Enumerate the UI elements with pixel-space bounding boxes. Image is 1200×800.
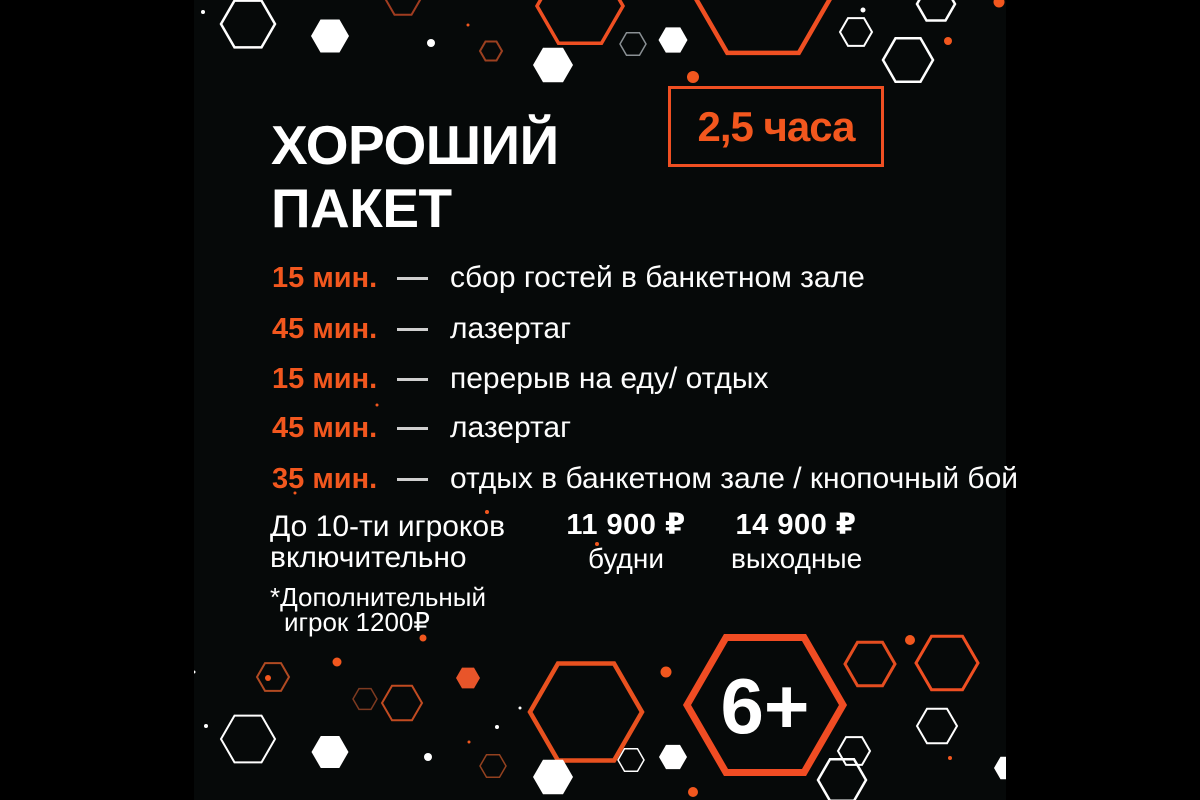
dot-icon [495, 725, 499, 729]
hexagon-outline-icon [480, 42, 502, 61]
price-weekend-label: выходные [731, 543, 863, 574]
hexagon-filled-icon [659, 27, 688, 52]
schedule-row: 15 мин. перерыв на еду/ отдых [272, 362, 769, 395]
hexagon-outline-icon [257, 663, 289, 691]
price-weekday: 11 900 ₽ будни [561, 510, 691, 573]
duration-badge: 2,5 часа [668, 86, 884, 167]
dash-divider [397, 426, 428, 430]
dash-divider [397, 327, 428, 331]
schedule-activity: перерыв на еду/ отдых [450, 362, 769, 395]
price-weekday-label: будни [588, 543, 664, 574]
dot-icon [294, 492, 297, 495]
hexagon-filled-icon [311, 20, 349, 53]
hexagon-outline-icon [917, 0, 955, 21]
hexagon-filled-icon [994, 757, 1020, 780]
dot-icon [467, 24, 470, 27]
dash-divider [397, 276, 428, 280]
schedule-activity: сбор гостей в банкетном зале [450, 261, 865, 294]
hexagon-filled-icon [533, 760, 573, 795]
dot-icon [485, 510, 489, 514]
dot-icon [420, 635, 427, 642]
dot-icon [424, 753, 432, 761]
hexagon-outline-icon [845, 642, 895, 685]
dot-icon [333, 658, 342, 667]
schedule-row: 35 мин. отдых в банкетном зале / кнопочн… [272, 462, 1019, 495]
hexagon-filled-icon [456, 668, 480, 689]
price-weekday-amount: 11 900 ₽ [566, 509, 686, 541]
schedule-time: 45 мин. [272, 411, 378, 444]
hexagon-outline-icon [537, 0, 623, 43]
dot-icon [468, 741, 471, 744]
schedule-activity: лазертаг [450, 312, 572, 345]
dot-icon [861, 8, 866, 13]
package-title-line1: ХОРОШИЙ [271, 114, 559, 176]
extra-player-note: *Дополнительный игрок 1200₽ [270, 582, 486, 637]
hexagon-outline-icon [618, 749, 644, 772]
dot-icon [595, 542, 599, 546]
schedule-time: 45 мин. [272, 312, 378, 345]
hexagon-outline-icon [386, 0, 420, 15]
dot-icon [944, 37, 952, 45]
hexagon-filled-icon [533, 48, 573, 83]
dot-icon [905, 635, 915, 645]
schedule-row: 45 мин. лазертаг [272, 411, 572, 444]
schedule-activity: лазертаг [450, 411, 572, 444]
hexagon-outline-icon [883, 38, 933, 81]
hexagon-outline-icon [221, 716, 275, 763]
schedule-time: 15 мин. [272, 261, 378, 294]
capacity-line2: включительно [270, 541, 467, 574]
hexagon-filled-icon [312, 736, 349, 768]
dot-icon [193, 671, 196, 674]
hexagon-outline-icon [221, 1, 275, 48]
hexagon-outline-icon [818, 759, 866, 800]
price-weekend: 14 900 ₽ выходные [731, 509, 863, 574]
dot-icon [948, 756, 952, 760]
capacity-line1: До 10-ти игроков [270, 510, 506, 543]
hexagon-outline-icon [530, 664, 642, 761]
hexagon-filled-icon [659, 745, 687, 769]
package-title-line2: ПАКЕТ [271, 177, 452, 239]
schedule-activity: отдых в банкетном зале / кнопочный бой [450, 462, 1019, 495]
schedule-row: 45 мин. лазертаг [272, 312, 572, 345]
hexagon-outline-icon [480, 755, 506, 778]
hexagon-outline-icon [917, 709, 957, 744]
hexagon-outline-icon [353, 689, 377, 710]
dot-icon [201, 10, 205, 14]
note-line1: *Дополнительный [270, 582, 486, 612]
dot-icon [519, 707, 522, 710]
poster-background-panel [194, 0, 1006, 800]
dot-icon [427, 39, 435, 47]
hexagon-outline-icon [620, 33, 646, 56]
schedule-row: 15 мин. сбор гостей в банкетном зале [272, 261, 865, 294]
dot-icon [661, 667, 672, 678]
dot-icon [265, 675, 271, 681]
dot-icon [204, 724, 208, 728]
schedule-time: 15 мин. [272, 362, 378, 395]
age-badge-label: 6+ [720, 661, 810, 750]
age-badge-hexagon [687, 638, 843, 773]
dot-icon [376, 404, 379, 407]
note-line2: игрок 1200₽ [284, 607, 430, 637]
dash-divider [397, 377, 428, 381]
dot-icon [994, 0, 1005, 8]
dash-divider [397, 477, 428, 481]
dot-icon [687, 71, 699, 83]
price-weekend-amount: 14 900 ₽ [735, 509, 857, 541]
capacity-text: До 10-ти игроков включительно [270, 511, 505, 573]
hexagon-outline-icon [692, 0, 835, 53]
duration-badge-label: 2,5 часа [697, 102, 855, 150]
hexagon-outline-icon [840, 18, 872, 46]
hexagon-outline-icon [838, 737, 870, 765]
dot-icon [688, 787, 698, 797]
schedule-time: 35 мин. [272, 462, 378, 495]
hexagon-outline-icon [382, 686, 422, 721]
hexagon-outline-icon [916, 636, 978, 690]
